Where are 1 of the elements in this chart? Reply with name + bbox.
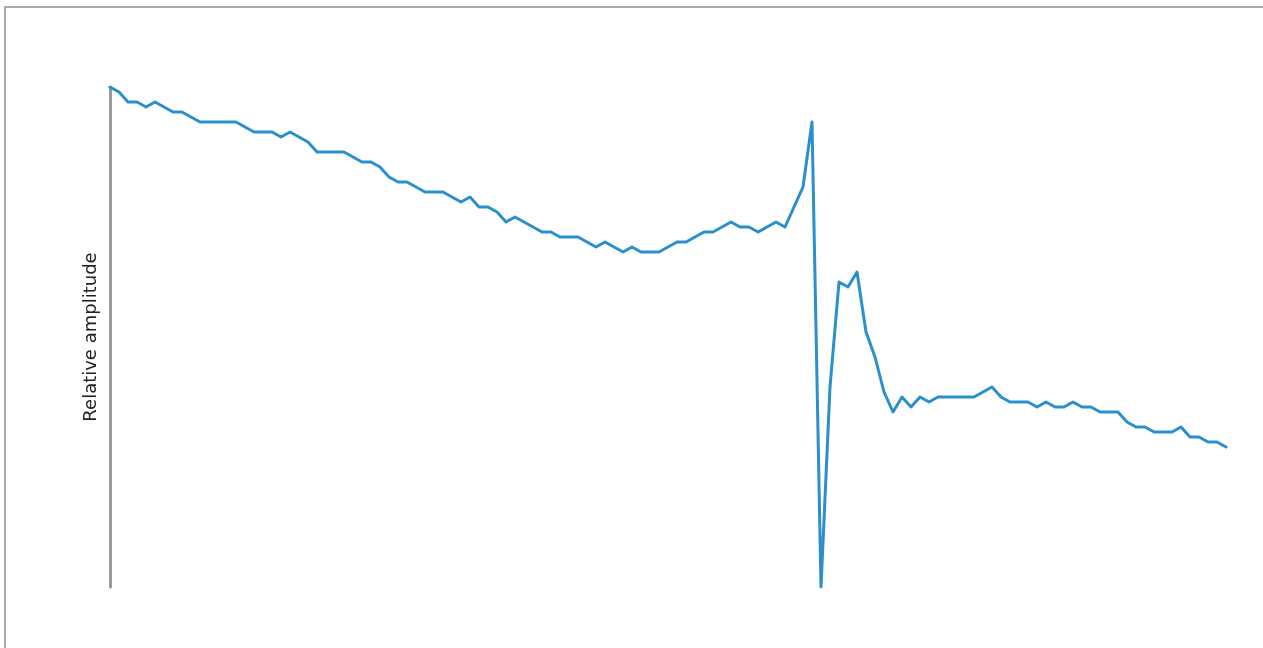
y-axis-title: Relative amplitude bbox=[78, 252, 100, 422]
